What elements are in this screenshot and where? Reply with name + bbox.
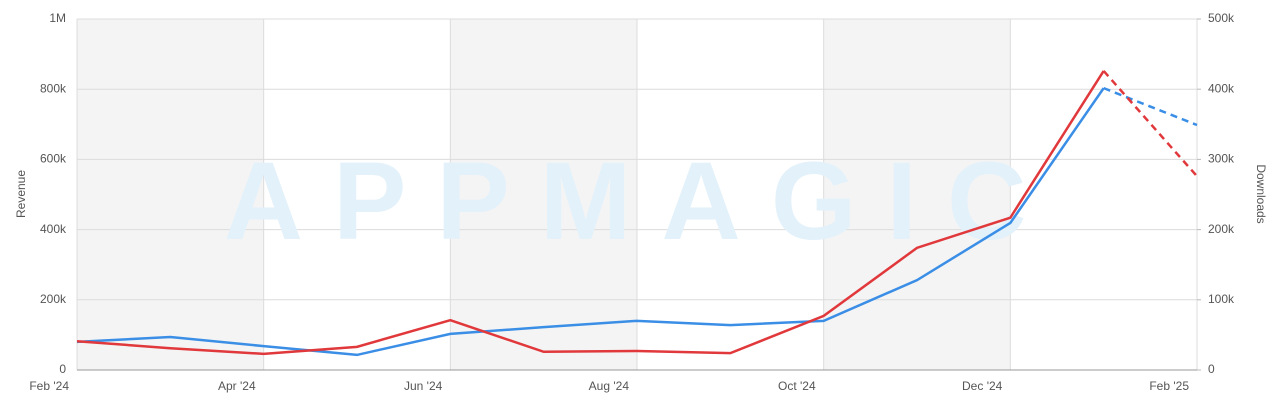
x-tick-label: Apr '24 bbox=[218, 379, 256, 393]
y2-tick-label: 200k bbox=[1208, 222, 1235, 236]
x-tick-label: Aug '24 bbox=[589, 379, 630, 393]
y-axis-title: Revenue bbox=[14, 170, 28, 218]
plot-band bbox=[77, 19, 264, 370]
x-tick-label: Dec '24 bbox=[962, 379, 1003, 393]
watermark: APPMAGIC bbox=[224, 140, 1057, 263]
y-tick-label: 200k bbox=[40, 292, 67, 306]
plot-background bbox=[76, 18, 1198, 371]
plot-band bbox=[823, 19, 1011, 370]
x-tick-label: Feb '25 bbox=[1149, 379, 1189, 393]
x-tick-label: Jun '24 bbox=[404, 379, 443, 393]
y2-tick-label: 400k bbox=[1208, 81, 1235, 95]
x-tick-label: Oct '24 bbox=[778, 379, 816, 393]
x-tick-label: Feb '24 bbox=[29, 379, 69, 393]
y2-axis-title: Downloads bbox=[1254, 164, 1268, 223]
y2-tick-label: 0 bbox=[1208, 362, 1215, 376]
y-tick-label: 600k bbox=[40, 152, 67, 166]
y2-tick-label: 300k bbox=[1208, 152, 1235, 166]
y-tick-label: 1M bbox=[49, 11, 66, 25]
y-tick-label: 400k bbox=[40, 222, 67, 236]
y2-tick-label: 500k bbox=[1208, 11, 1235, 25]
series-line-dashed bbox=[1103, 86, 1198, 127]
y2-tick-label: 100k bbox=[1208, 292, 1235, 306]
series-line bbox=[76, 70, 1105, 356]
y-tick-label: 800k bbox=[40, 81, 67, 95]
plot-band bbox=[450, 19, 637, 370]
series-line bbox=[76, 87, 1105, 357]
y-tick-label: 0 bbox=[59, 362, 66, 376]
series-line-dashed bbox=[1102, 70, 1198, 178]
